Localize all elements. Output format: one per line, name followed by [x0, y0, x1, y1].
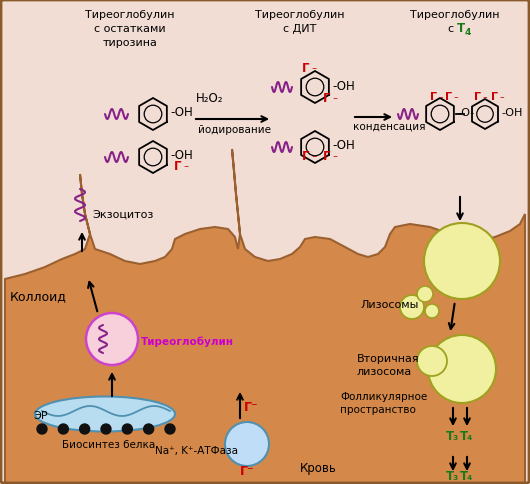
Text: Na⁺, K⁺-АТФаза: Na⁺, K⁺-АТФаза	[155, 445, 238, 455]
Text: тирозина: тирозина	[103, 38, 157, 48]
Circle shape	[86, 313, 138, 365]
Text: Г: Г	[445, 92, 452, 102]
Text: 4: 4	[465, 28, 471, 37]
Text: ⁻: ⁻	[453, 95, 458, 104]
Text: йодирование: йодирование	[198, 125, 271, 135]
Text: ⁻: ⁻	[311, 154, 316, 164]
Text: T₄: T₄	[460, 429, 473, 442]
Text: -OH: -OH	[170, 106, 193, 119]
Text: -OH: -OH	[501, 108, 523, 118]
Text: ⁻: ⁻	[183, 164, 188, 174]
Text: T₃: T₃	[446, 469, 460, 482]
Text: Экзоцитоз: Экзоцитоз	[92, 210, 153, 220]
Circle shape	[165, 424, 175, 434]
Text: конденсация: конденсация	[353, 122, 426, 132]
Circle shape	[424, 224, 500, 300]
Text: с: с	[448, 24, 457, 34]
Circle shape	[417, 346, 447, 376]
Text: T₄: T₄	[460, 469, 473, 482]
Text: пространство: пространство	[340, 404, 416, 414]
Text: ⁻: ⁻	[482, 95, 487, 104]
Text: Фолликулярное: Фолликулярное	[340, 391, 427, 401]
Text: лизосома: лизосома	[357, 366, 412, 376]
Circle shape	[144, 424, 154, 434]
Circle shape	[37, 424, 47, 434]
Text: -OH: -OH	[332, 79, 355, 92]
Text: Г⁻: Г⁻	[240, 464, 254, 477]
Circle shape	[400, 295, 424, 319]
Ellipse shape	[35, 397, 175, 432]
Text: Тиреоглобулин: Тиреоглобулин	[85, 10, 175, 20]
Text: с ДИТ: с ДИТ	[284, 24, 317, 34]
Text: ⁻: ⁻	[332, 154, 337, 164]
Text: Лизосомы: Лизосомы	[360, 300, 418, 309]
Circle shape	[428, 335, 496, 403]
Text: H₂O₂: H₂O₂	[196, 92, 224, 105]
Text: ⁻: ⁻	[438, 95, 443, 104]
Text: Г: Г	[430, 92, 437, 102]
Circle shape	[58, 424, 68, 434]
Text: Г: Г	[302, 150, 310, 163]
Text: ⁻: ⁻	[332, 96, 337, 106]
Text: ЭР: ЭР	[33, 410, 48, 420]
Text: с остатками: с остатками	[94, 24, 166, 34]
Circle shape	[80, 424, 90, 434]
Text: Г: Г	[174, 160, 181, 173]
Text: -O-: -O-	[457, 108, 474, 118]
Text: Г: Г	[474, 92, 481, 102]
Text: Г: Г	[491, 92, 498, 102]
Text: Т: Т	[457, 22, 465, 35]
Text: ⁻: ⁻	[311, 66, 316, 76]
Text: ⁻: ⁻	[499, 95, 504, 104]
Text: Г: Г	[302, 62, 310, 75]
Text: T₃: T₃	[446, 429, 460, 442]
Text: Г: Г	[323, 92, 331, 105]
Circle shape	[417, 287, 433, 302]
Text: Тиреоглобулин: Тиреоглобулин	[410, 10, 500, 20]
Circle shape	[101, 424, 111, 434]
Text: Тиреоглобулин: Тиреоглобулин	[141, 336, 234, 347]
Text: -OH: -OH	[332, 139, 355, 152]
Text: Г: Г	[323, 150, 331, 163]
Text: Г⁻: Г⁻	[244, 401, 259, 414]
Text: Кровь: Кровь	[300, 461, 337, 474]
Text: Вторичная: Вторичная	[357, 353, 420, 363]
Circle shape	[122, 424, 132, 434]
Text: Коллоид: Коллоид	[10, 289, 67, 302]
Text: Биосинтез белка: Биосинтез белка	[62, 439, 155, 449]
Polygon shape	[5, 150, 525, 484]
Circle shape	[225, 422, 269, 466]
Text: -OH: -OH	[170, 149, 193, 162]
Text: Тиреоглобулин: Тиреоглобулин	[255, 10, 344, 20]
Circle shape	[425, 304, 439, 318]
